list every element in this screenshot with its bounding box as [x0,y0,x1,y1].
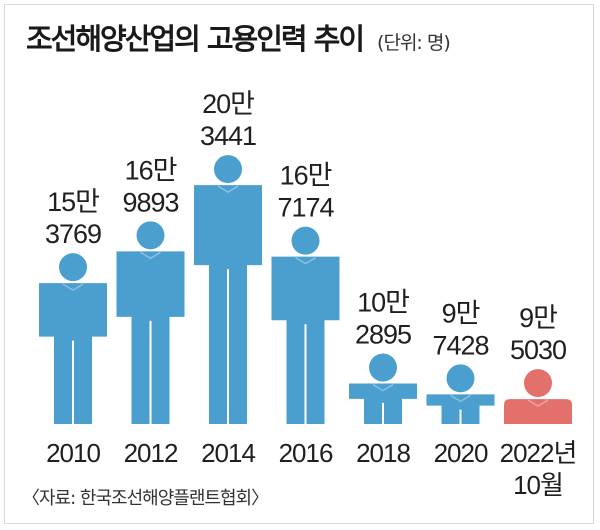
category-label: 2020 [434,438,488,468]
category-label: 2016 [279,438,333,468]
value-label-line2: 7428 [432,330,488,360]
person-head [59,253,87,282]
category-label: 2022년 [500,438,577,468]
value-label-line2: 3441 [200,121,256,151]
category-label: 2010 [46,438,100,468]
person-collar [217,185,239,193]
value-label-line2: 3769 [45,219,101,249]
person-head [214,155,242,184]
person-body [426,394,495,424]
chart-title: 조선해양산업의 고용인력 추이 [26,22,365,56]
category-label: 2012 [124,438,178,468]
unit-label: (단위: 명) [377,32,451,54]
source-note: 〈자료: 한국조선해양플랜트협회〉 [22,488,269,509]
value-label-line2: 2895 [355,320,411,350]
title-row: 조선해양산업의 고용인력 추이 (단위: 명) [26,16,451,58]
person-collar [295,257,316,265]
person-head [369,353,397,382]
person-collar [62,283,84,292]
value-label-line1: 16만 [125,155,177,185]
person-body [39,283,107,424]
person-body [349,383,417,424]
person-body [504,399,572,424]
value-label-line1: 16만 [280,161,332,191]
category-sublabel: 10월 [513,470,563,500]
person-collar [527,399,549,407]
person-head [136,221,165,250]
person-collar [450,394,471,403]
person-head [446,364,475,393]
value-label-line2: 9893 [122,187,178,217]
person-head [524,369,552,398]
value-label-line1: 10만 [357,288,409,318]
person-collar [372,383,394,392]
value-label-line2: 5030 [510,335,566,365]
category-label: 2014 [201,438,255,468]
person-collar [140,251,161,260]
person-body [194,185,262,424]
person-body [271,256,340,424]
value-label-line1: 15만 [47,187,99,217]
chart-frame [4,4,594,524]
value-label-line1: 9만 [519,303,557,333]
category-label: 2018 [356,438,410,468]
value-label-line2: 7174 [277,193,334,223]
value-label-line1: 20만 [202,89,254,119]
person-head [291,226,320,255]
person-body [116,251,185,424]
value-label-line1: 9만 [442,298,480,328]
